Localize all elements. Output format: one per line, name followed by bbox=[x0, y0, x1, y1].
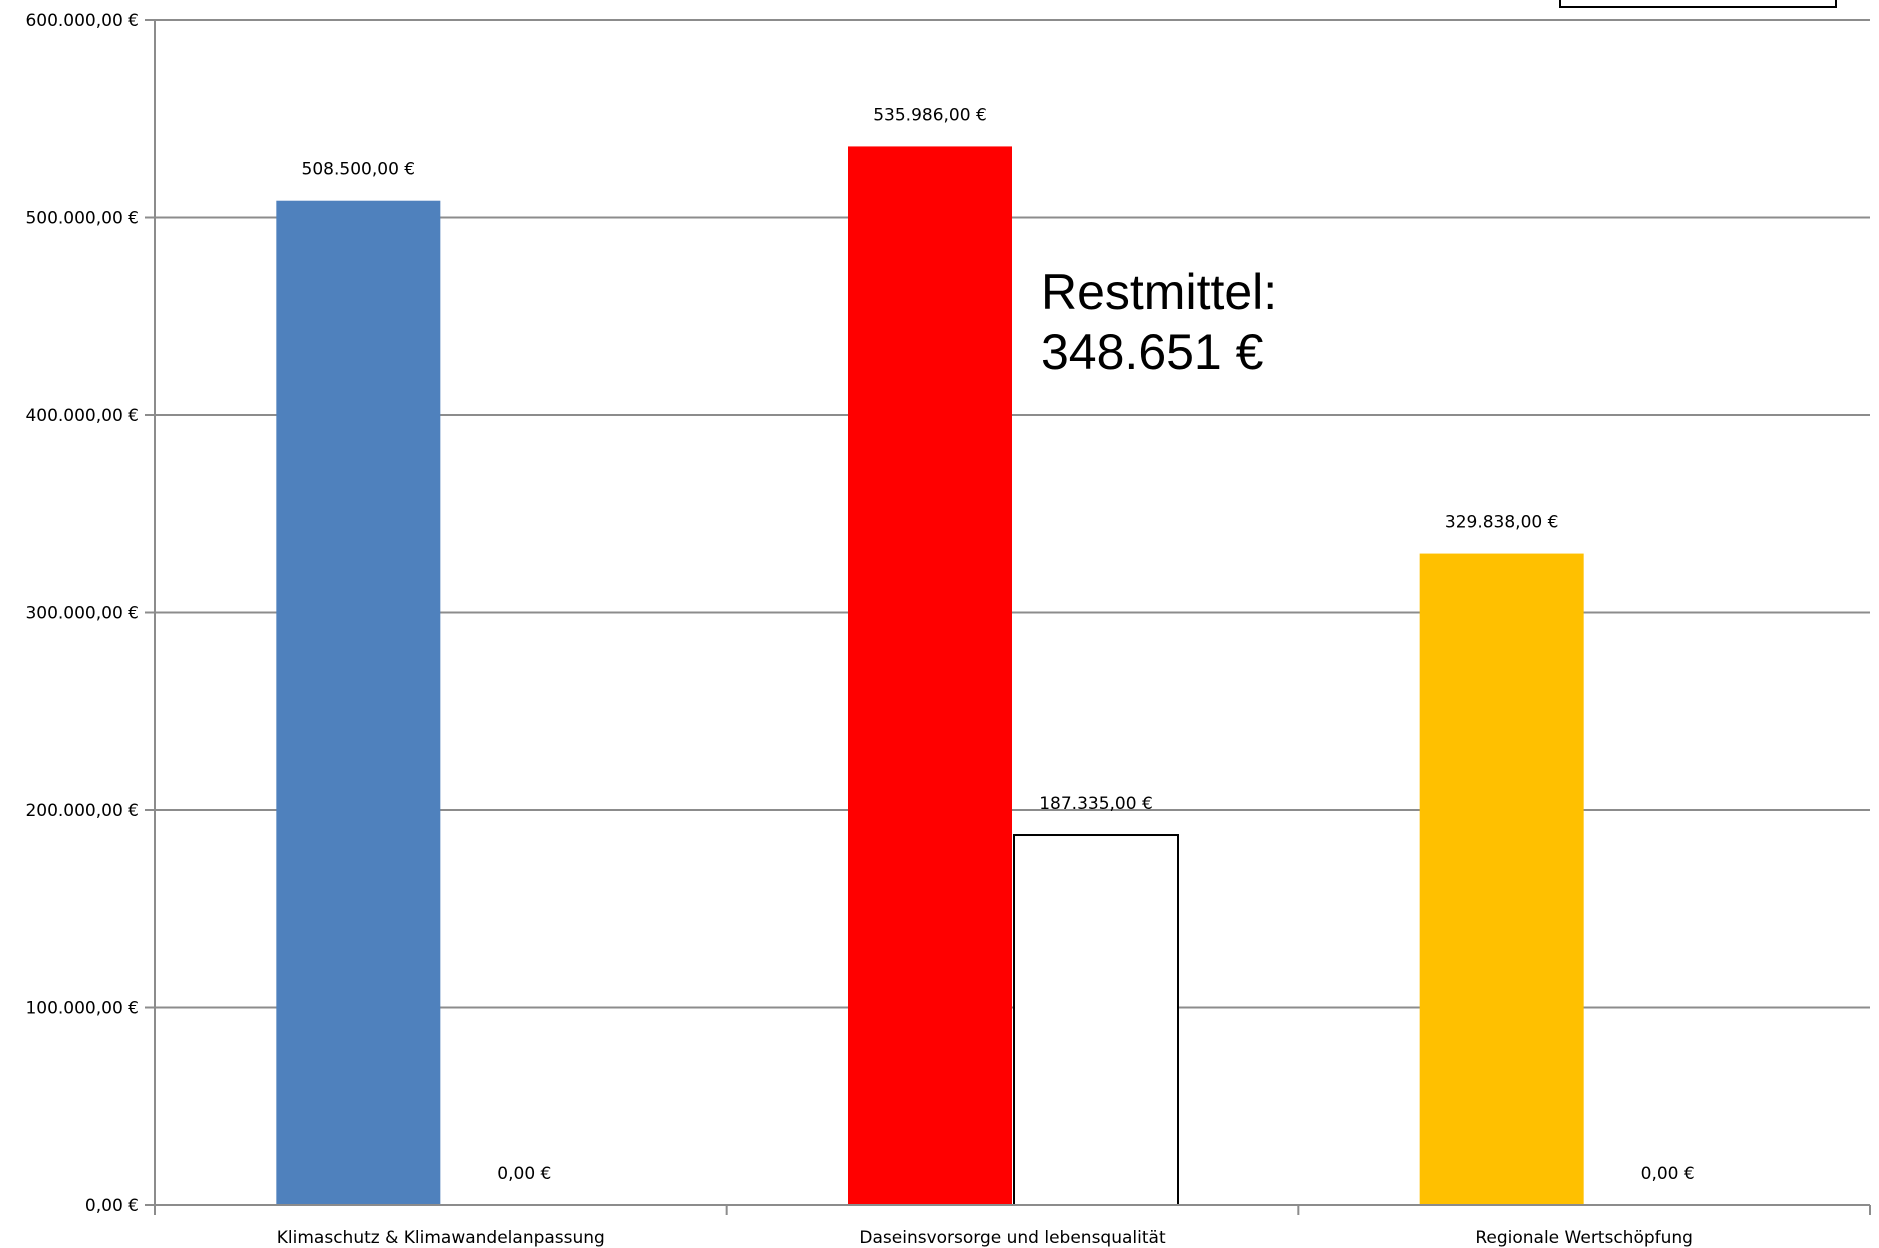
bars bbox=[276, 146, 1584, 1206]
data-label: 508.500,00 € bbox=[302, 160, 416, 180]
bar bbox=[1013, 834, 1179, 1206]
bar bbox=[848, 146, 1012, 1206]
labels: 0,00 € 100.000,00 € 200.000,00 € 300.000,00… bbox=[25, 11, 1694, 1248]
legend-box bbox=[1559, 0, 1837, 8]
y-tick-label: 0,00 € bbox=[85, 1196, 139, 1216]
category-label: Daseinsvorsorge und lebensqualität bbox=[859, 1228, 1166, 1248]
y-tick-label: 300.000,00 € bbox=[25, 604, 139, 624]
data-label: 535.986,00 € bbox=[873, 105, 987, 125]
restmittel-annotation: Restmittel: 348.651 € bbox=[1041, 262, 1277, 382]
y-tick-label: 200.000,00 € bbox=[25, 801, 139, 821]
annotation-line-1: Restmittel: bbox=[1041, 264, 1278, 320]
annotation-line-2: 348.651 € bbox=[1041, 324, 1264, 380]
y-tick-label: 600.000,00 € bbox=[25, 11, 139, 31]
category-label: Klimaschutz & Klimawandelanpassung bbox=[277, 1228, 605, 1248]
category-label: Regionale Wertschöpfung bbox=[1475, 1228, 1693, 1248]
axes bbox=[145, 19, 1871, 1215]
data-label: 329.838,00 € bbox=[1445, 513, 1559, 533]
bar bbox=[1419, 553, 1584, 1205]
y-tick-label: 500.000,00 € bbox=[25, 209, 139, 229]
data-label: 0,00 € bbox=[497, 1164, 551, 1184]
bar bbox=[276, 200, 441, 1205]
y-tick-label: 100.000,00 € bbox=[25, 999, 139, 1019]
data-label: 187.335,00 € bbox=[1039, 794, 1153, 814]
y-tick-label: 400.000,00 € bbox=[25, 406, 139, 426]
data-label: 0,00 € bbox=[1641, 1164, 1695, 1184]
gridlines bbox=[155, 19, 1870, 1009]
